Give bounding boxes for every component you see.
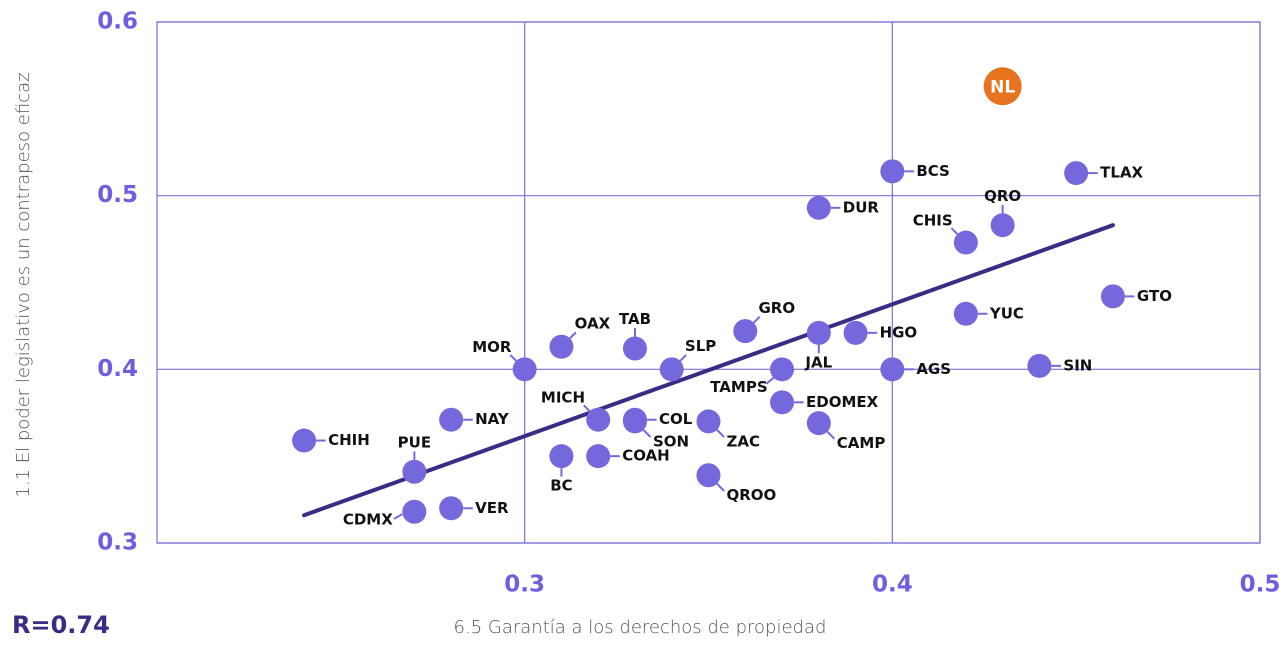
point <box>696 409 721 434</box>
leader-line <box>679 354 687 362</box>
leader-line <box>393 513 403 520</box>
point-label: NL <box>990 77 1015 97</box>
point-label: CHIH <box>328 431 370 449</box>
point <box>983 67 1022 106</box>
point <box>880 357 905 382</box>
point <box>586 407 611 432</box>
leader-line <box>716 429 725 438</box>
point <box>1100 284 1125 309</box>
point <box>1027 353 1052 378</box>
point-label: SON <box>653 432 689 450</box>
point <box>402 499 427 524</box>
point <box>549 444 574 469</box>
point <box>439 496 464 521</box>
x-tick-label: 0.3 <box>504 572 545 598</box>
point <box>402 459 427 484</box>
point-label: SIN <box>1063 356 1092 374</box>
point <box>880 159 905 184</box>
leader-line <box>765 376 775 385</box>
y-tick-label: 0.5 <box>97 182 138 208</box>
point-label: GTO <box>1137 287 1172 305</box>
x-tick-label: 0.5 <box>1240 572 1281 598</box>
point-label: QRO <box>984 187 1021 205</box>
leader-line <box>950 227 959 235</box>
point-label: QROO <box>727 486 777 504</box>
point-label: OAX <box>575 314 611 332</box>
x-axis-label: 6.5 Garantía a los derechos de propiedad <box>454 617 827 638</box>
point <box>586 444 611 469</box>
point-label: ZAC <box>727 432 761 450</box>
point <box>770 357 795 382</box>
point-label: COL <box>659 410 693 428</box>
leader-line <box>583 404 591 413</box>
point-label: VER <box>475 499 509 517</box>
y-axis-label: 1.1 El poder legislativo es un contrapes… <box>13 72 34 497</box>
y-tick-label: 0.6 <box>97 9 138 35</box>
r-annotation: R=0.74 <box>12 611 110 639</box>
point-label: NAY <box>475 410 510 428</box>
point-label: TAMPS <box>710 378 767 396</box>
leader-line <box>716 482 725 492</box>
point-label: GRO <box>758 299 795 317</box>
point-label: SLP <box>685 337 716 355</box>
point-label: CHIS <box>913 211 953 229</box>
point <box>990 213 1015 238</box>
point <box>806 195 831 220</box>
point-label: TAB <box>619 310 651 328</box>
y-tick-label: 0.4 <box>97 356 138 382</box>
point <box>733 319 758 344</box>
point <box>659 357 684 382</box>
point-label: JAL <box>804 353 832 371</box>
point-label: BCS <box>916 162 950 180</box>
point <box>806 320 831 345</box>
point <box>1064 161 1089 186</box>
point <box>770 390 795 415</box>
point-label: HGO <box>880 323 918 341</box>
point-label: CAMP <box>837 434 886 452</box>
point <box>622 409 647 434</box>
leader-line <box>509 354 517 362</box>
leader-line <box>752 316 761 324</box>
point-label: COAH <box>622 447 670 465</box>
point <box>292 428 317 453</box>
point <box>439 407 464 432</box>
point-label: DUR <box>843 198 880 216</box>
point <box>953 230 978 255</box>
point <box>512 357 537 382</box>
point-label: PUE <box>398 433 431 451</box>
trendline <box>302 223 1115 518</box>
point <box>953 301 978 326</box>
point-label: MOR <box>472 338 512 356</box>
point-label: EDOMEX <box>806 393 879 411</box>
point-label: YUC <box>989 304 1024 322</box>
point-label: CDMX <box>343 511 393 529</box>
point-label: BC <box>550 477 572 495</box>
point <box>806 411 831 436</box>
point <box>843 320 868 345</box>
x-tick-label: 0.4 <box>872 572 913 598</box>
point-label: MICH <box>541 389 585 407</box>
leader-line <box>826 430 836 440</box>
leader-line <box>642 429 652 438</box>
point-label: AGS <box>916 360 951 378</box>
point-label: TLAX <box>1100 164 1143 182</box>
point <box>622 336 647 361</box>
point <box>696 463 721 488</box>
y-tick-label: 0.3 <box>97 530 138 556</box>
leader-line <box>569 331 577 340</box>
point <box>549 334 574 359</box>
